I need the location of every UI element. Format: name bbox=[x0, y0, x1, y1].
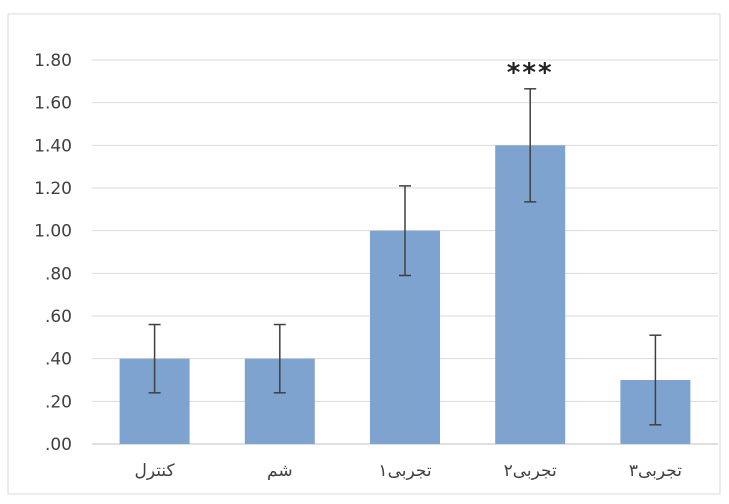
x-tick-label: تجربی۳ bbox=[629, 461, 682, 481]
chart-border bbox=[7, 13, 721, 495]
y-tick-label: .00 bbox=[45, 435, 72, 455]
y-tick-label: 1.80 bbox=[34, 51, 72, 71]
y-tick-label: .60 bbox=[45, 307, 72, 327]
error-bar bbox=[399, 185, 411, 277]
y-tick-label: 1.20 bbox=[34, 179, 72, 199]
error-bar bbox=[524, 88, 537, 203]
error-bar bbox=[649, 334, 662, 426]
y-tick-label: .20 bbox=[45, 392, 72, 412]
error-bar bbox=[273, 323, 286, 394]
x-tick-label: تجربی۲ bbox=[504, 461, 557, 481]
error-bars bbox=[148, 88, 662, 426]
y-tick-label: 1.00 bbox=[34, 222, 72, 242]
y-tick-label: 1.60 bbox=[34, 94, 72, 114]
annotations: *** bbox=[507, 58, 554, 88]
significance-annotation: *** bbox=[507, 58, 554, 88]
x-axis-ticks: کنترل شم تجربی۱ تجربی۲ تجربی۳ bbox=[135, 461, 683, 481]
x-tick-label: تجربی۱ bbox=[378, 461, 431, 481]
x-tick-label: شم bbox=[267, 461, 293, 481]
y-tick-label: 1.40 bbox=[34, 136, 72, 156]
y-tick-label: .80 bbox=[45, 264, 72, 284]
y-axis-ticks: .00 .20 .40 .60 .80 1.00 1.20 1.40 1.60 1.80 bbox=[34, 51, 72, 455]
y-tick-label: .40 bbox=[45, 350, 72, 370]
error-bar bbox=[148, 323, 161, 394]
x-tick-label: کنترل bbox=[135, 461, 176, 481]
